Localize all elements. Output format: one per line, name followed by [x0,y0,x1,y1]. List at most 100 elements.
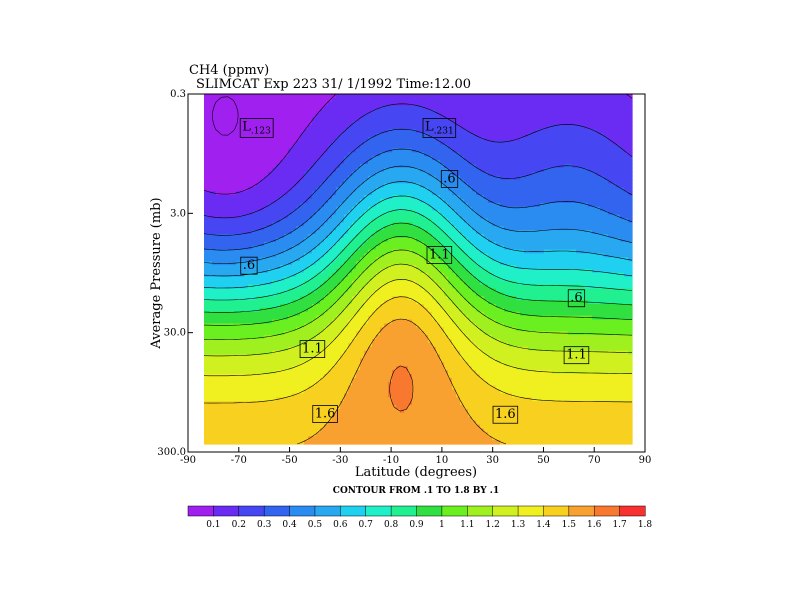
contour-cell [440,144,445,150]
contour-cell [560,191,565,196]
contour-cell [544,249,549,255]
contour-cell [356,187,361,192]
contour-cell [476,237,481,243]
contour-cell [248,199,253,204]
contour-cell [452,214,457,220]
contour-cell [400,171,405,177]
contour-cell [392,245,397,251]
contour-cell [484,101,489,107]
contour-cell [624,148,629,153]
contour-cell [552,167,557,173]
contour-cell [408,144,413,150]
contour-cell [384,105,389,111]
contour-cell [544,202,549,208]
contour-cell [316,230,321,235]
contour-cell [464,117,469,122]
contour-cell [452,136,457,142]
contour-cell [412,222,417,227]
contour-cell [360,245,365,251]
contour-cell [348,113,353,118]
contour-cell [432,218,437,223]
contour-cell [352,222,357,227]
contour-cell [328,202,333,208]
contour-cell [328,113,333,118]
contour-cell [616,253,621,258]
contour-cell [248,253,253,258]
contour-cell [492,148,497,153]
contour-cell [348,237,353,243]
contour-cell [404,222,409,227]
contour-cell [528,136,533,142]
contour-cell [348,191,353,196]
contour-cell [300,234,305,239]
contour-cell [528,144,533,150]
contour-cell [552,269,557,274]
contour-cell [488,117,493,122]
contour-cell [360,218,365,223]
contour-cell [612,125,617,130]
contour-cell [592,148,597,153]
contour-cell [572,101,577,107]
contour-cell [372,257,377,262]
contour-cell [328,206,333,212]
contour-cell [504,129,509,134]
contour-cell [324,164,329,169]
contour-cell [504,237,509,243]
contour-cell [404,167,409,173]
contour-cell [484,144,489,150]
contour-cell [428,144,433,150]
contour-cell [216,94,221,99]
contour-cell [340,144,345,150]
contour-cell [272,269,277,274]
contour-cell [568,269,573,274]
contour-cell [480,218,485,223]
contour-cell [388,94,393,99]
contour-cell [468,202,473,208]
contour-cell [372,144,377,150]
contour-cell [452,132,457,138]
contour-cell [424,269,429,274]
contour-cell [532,113,537,118]
contour-cell [320,202,325,208]
contour-cell [208,156,213,161]
contour-cell [220,265,225,270]
contour-cell [420,245,425,251]
contour-cell [508,105,513,111]
contour-cell [340,148,345,153]
contour-cell [260,152,265,157]
contour-cell [512,226,517,231]
contour-cell [460,195,465,200]
contour-cell [472,125,477,130]
contour-cell [372,167,377,173]
contour-cell [256,117,261,122]
contour-cell [288,167,293,173]
contour-cell [348,183,353,188]
contour-cell [416,94,421,99]
contour-cell [588,125,593,130]
contour-cell [520,171,525,177]
contour-cell [232,94,237,99]
contour-cell [216,167,221,173]
contour-cell [304,117,309,122]
contour-cell [480,257,485,262]
contour-cell [436,257,441,262]
contour-cell [460,167,465,173]
contour-cell [444,129,449,134]
contour-cell [404,272,409,278]
contour-cell [320,175,325,181]
contour-cell [396,160,401,165]
contour-cell [300,191,305,196]
contour-cell [448,265,453,270]
contour-cell [476,249,481,255]
contour-cell [304,183,309,188]
contour-cell [360,175,365,181]
contour-cell [472,144,477,150]
contour-cell [220,144,225,150]
contour-cell [432,152,437,157]
contour-cell [316,164,321,169]
contour-cell [464,160,469,165]
contour-cell [560,269,565,274]
contour-cell [464,206,469,212]
contour-cell [264,257,269,262]
contour-cell [540,187,545,192]
